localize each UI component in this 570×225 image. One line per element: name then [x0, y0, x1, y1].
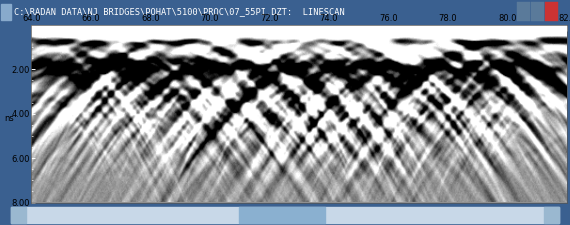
Y-axis label: ns: ns — [4, 114, 14, 123]
Bar — [517, 2, 530, 21]
Bar — [1, 4, 11, 20]
Bar — [239, 207, 325, 223]
Bar — [11, 207, 559, 223]
Text: C:\RADAN DATA\NJ BRIDGES\POHAT\5100\PROC\07_55PI.DZT:  LINESCAN: C:\RADAN DATA\NJ BRIDGES\POHAT\5100\PROC… — [14, 7, 345, 16]
Bar — [545, 2, 558, 21]
Bar — [544, 207, 559, 223]
Bar — [531, 2, 544, 21]
Bar — [11, 207, 26, 223]
